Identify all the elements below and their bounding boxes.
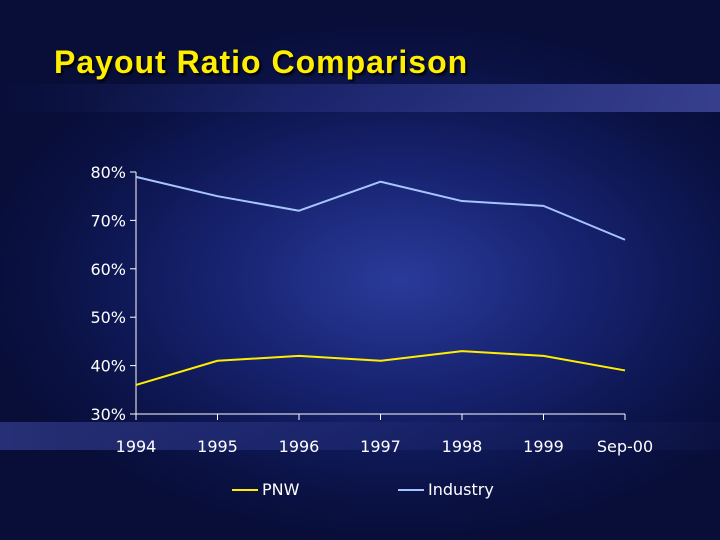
y-axis-ticks: 30% 40% 50% 60% 70% 80% [90, 163, 136, 424]
y-tick-label: 70% [90, 211, 126, 230]
legend-label-pnw: PNW [262, 480, 300, 499]
legend-swatch-pnw [232, 488, 258, 491]
footer-band [0, 422, 720, 450]
y-tick-label: 30% [90, 405, 126, 424]
x-tick-label: 1994 [116, 437, 157, 456]
x-tick-label: Sep-00 [597, 437, 653, 456]
chart-legend: PNW Industry [0, 480, 720, 504]
legend-item-pnw: PNW [232, 480, 299, 499]
x-tick-label: 1999 [523, 437, 564, 456]
y-tick-label: 60% [90, 260, 126, 279]
chart-series [135, 175, 626, 386]
legend-item-industry: Industry [398, 480, 494, 499]
x-tick-label: 1996 [279, 437, 320, 456]
y-tick-label: 50% [90, 308, 126, 327]
header-band [0, 84, 720, 112]
x-tick-label: 1997 [360, 437, 401, 456]
x-tick-label: 1998 [442, 437, 483, 456]
series-line-industry [135, 175, 626, 241]
y-tick-label: 40% [90, 357, 126, 376]
x-axis-ticks: 1994 1995 1996 1997 1998 1999 Sep-00 [116, 414, 653, 456]
legend-swatch-industry [398, 488, 424, 491]
y-tick-label: 80% [90, 163, 126, 182]
x-tick-label: 1995 [197, 437, 238, 456]
slide-title: Payout Ratio Comparison [54, 44, 469, 80]
legend-label-industry: Industry [428, 480, 494, 499]
series-line-pnw [135, 350, 626, 386]
